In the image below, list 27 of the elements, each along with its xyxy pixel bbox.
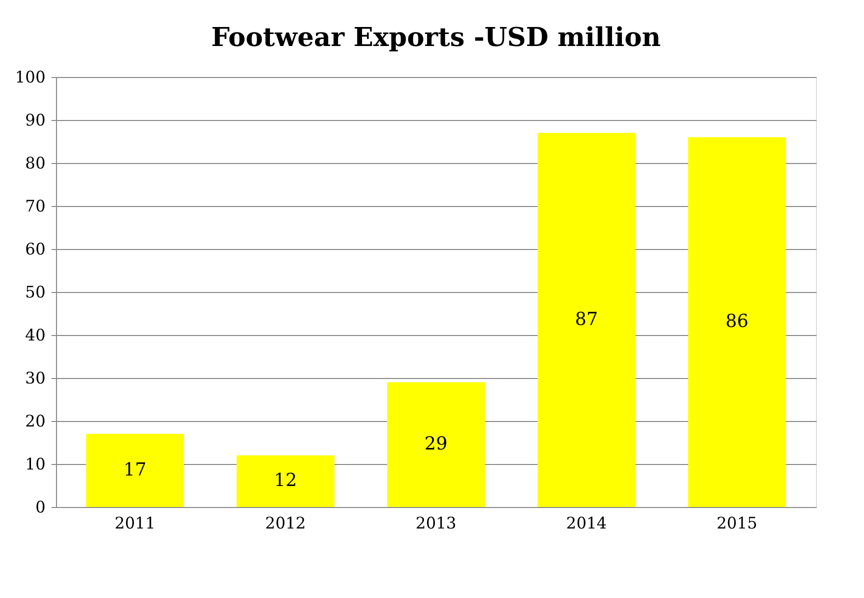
y-tick-label: 50: [25, 282, 46, 302]
x-tick-label: 2015: [716, 514, 758, 532]
bar: [236, 455, 334, 507]
bar: [86, 434, 184, 507]
bar: [688, 137, 786, 507]
y-tick-label: 80: [25, 154, 46, 172]
data-label: 87: [575, 308, 598, 330]
y-tick-label: 40: [25, 326, 46, 344]
y-tick-label: 100: [14, 68, 46, 86]
data-label: 17: [124, 459, 146, 480]
y-tick-label: 10: [25, 454, 46, 474]
y-tick-label: 20: [25, 412, 46, 430]
y-tick-label: 0: [35, 498, 46, 516]
bar: [538, 132, 636, 507]
x-tick-label: 2011: [114, 514, 156, 532]
data-label: 29: [424, 434, 448, 455]
x-tick-label: 2012: [265, 514, 306, 532]
data-label: 12: [274, 470, 297, 492]
bar: [387, 382, 485, 507]
y-tick-label: 60: [25, 240, 46, 258]
x-tick-label: 2014: [566, 514, 607, 532]
y-tick-label: 70: [25, 196, 46, 216]
y-tick-label: 30: [25, 368, 46, 388]
x-tick-label: 2013: [416, 514, 456, 532]
y-tick-label: 90: [25, 110, 46, 130]
chart-title: Footwear Exports -USD million: [211, 23, 661, 53]
data-label: 86: [726, 311, 748, 332]
